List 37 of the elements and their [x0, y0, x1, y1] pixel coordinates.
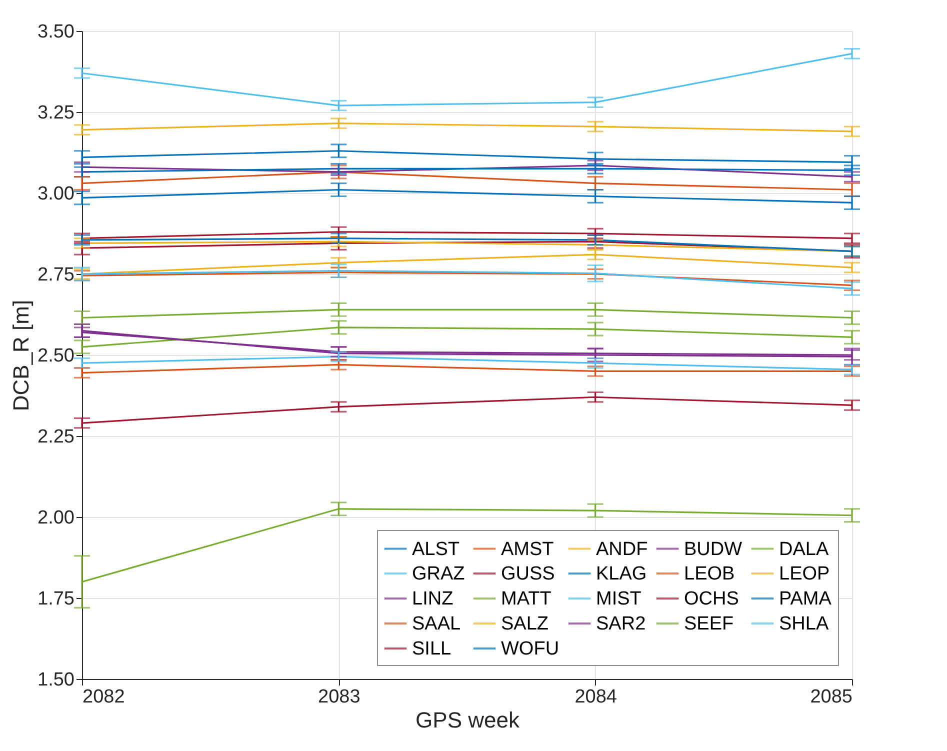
legend-label: WOFU — [501, 638, 560, 660]
legend-label: SEEF — [684, 614, 734, 634]
legend-label: BUDW — [684, 538, 742, 560]
legend-label: SHLA — [779, 614, 829, 634]
legend-label: KLAG — [596, 564, 647, 584]
y-tick-label: 3.00 — [38, 184, 74, 204]
y-tick-label: 1.75 — [38, 588, 74, 610]
legend-label: LINZ — [412, 588, 454, 610]
legend-label: SAR2 — [596, 614, 646, 634]
y-tick-label: 2.50 — [38, 346, 74, 366]
y-tick-label: 2.00 — [38, 508, 74, 528]
legend-label: LEOB — [684, 564, 735, 584]
y-tick-label: 3.25 — [38, 102, 74, 124]
x-tick-label: 2083 — [318, 686, 360, 708]
x-axis-title: GPS week — [416, 708, 520, 732]
y-tick-label: 1.50 — [38, 670, 74, 690]
y-tick-label: 2.75 — [38, 264, 74, 286]
legend-label: SILL — [412, 638, 452, 660]
legend-label: PAMA — [779, 588, 832, 610]
legend-label: SALZ — [501, 614, 549, 634]
legend-label: GUSS — [501, 564, 555, 584]
legend-label: ANDF — [596, 538, 648, 560]
y-tick-label: 2.25 — [38, 426, 74, 448]
y-axis-title: DCB_R [m] — [8, 300, 34, 412]
legend-label: MATT — [501, 588, 552, 610]
legend-label: GRAZ — [412, 564, 466, 584]
legend-label: DALA — [779, 538, 829, 560]
y-tick-label: 3.50 — [38, 22, 74, 42]
legend-label: OCHS — [684, 588, 739, 610]
legend-label: AMST — [501, 538, 554, 560]
x-tick-label: 2082 — [82, 686, 125, 708]
x-tick-label: 2084 — [574, 686, 618, 708]
legend-label: MIST — [596, 588, 642, 610]
legend-label: LEOP — [779, 564, 830, 584]
legend-label: ALST — [412, 538, 460, 560]
legend-label: SAAL — [412, 614, 461, 634]
x-tick-label: 2085 — [810, 686, 852, 708]
